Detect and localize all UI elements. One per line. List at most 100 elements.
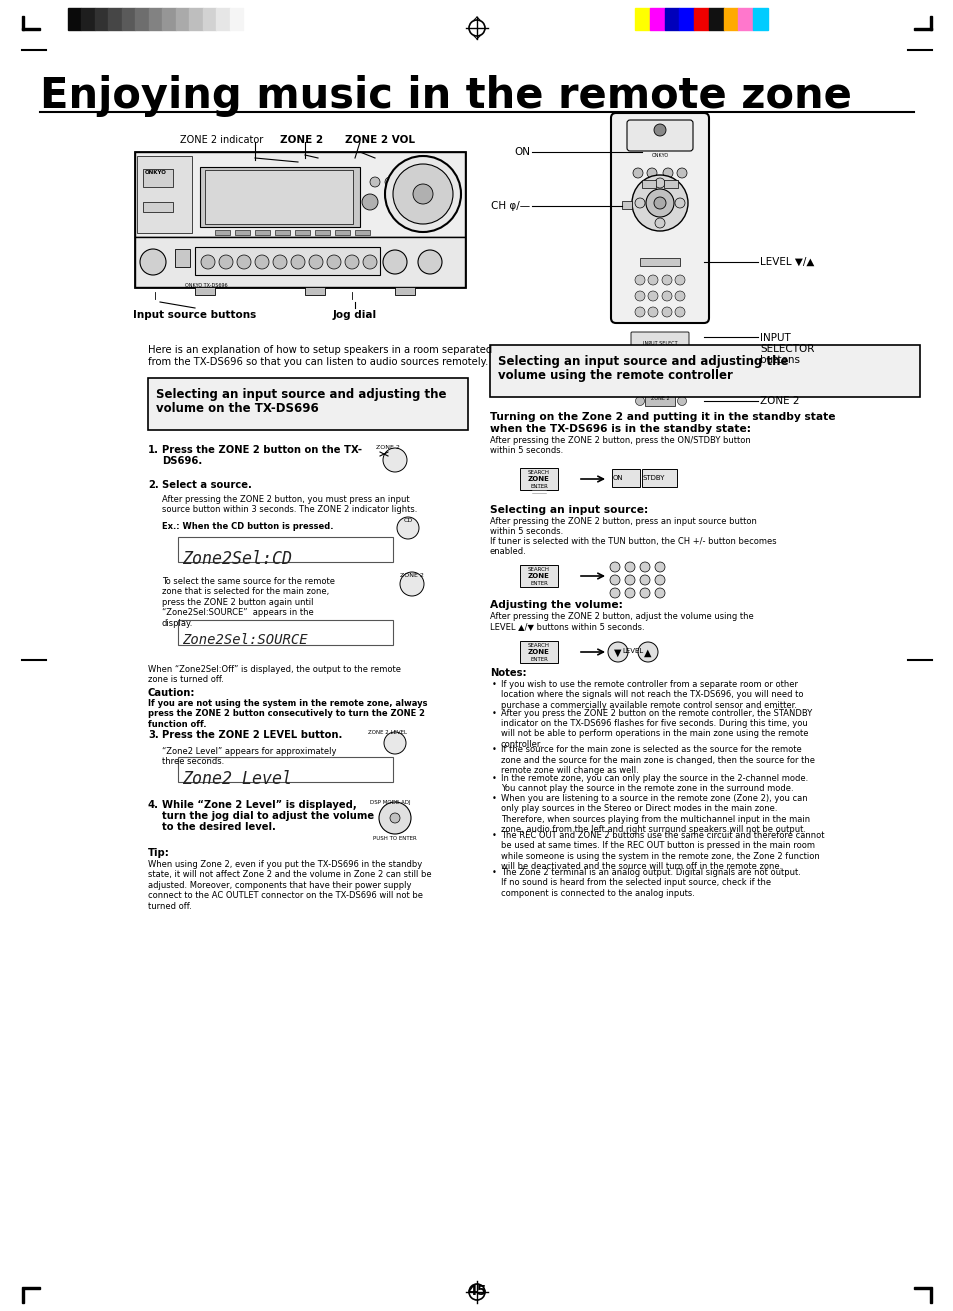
Circle shape xyxy=(609,589,619,598)
Bar xyxy=(202,8,215,30)
Circle shape xyxy=(624,562,635,572)
Text: volume using the remote controller: volume using the remote controller xyxy=(497,368,732,382)
Text: •: • xyxy=(492,708,497,717)
Bar xyxy=(929,16,931,30)
Bar xyxy=(305,287,325,295)
Bar xyxy=(929,1289,931,1303)
Circle shape xyxy=(646,168,657,178)
Circle shape xyxy=(413,184,433,205)
Text: ONKYO: ONKYO xyxy=(651,153,668,159)
Circle shape xyxy=(363,256,376,269)
Bar xyxy=(621,201,631,208)
Circle shape xyxy=(378,802,411,834)
Text: After you press the ZONE 2 button on the remote controller, the STANDBY
indicato: After you press the ZONE 2 button on the… xyxy=(500,708,811,749)
Text: ▼: ▼ xyxy=(614,648,621,658)
Circle shape xyxy=(273,256,287,269)
Text: 45: 45 xyxy=(467,1283,486,1298)
Text: ON: ON xyxy=(514,147,530,157)
Text: buttons: buttons xyxy=(760,355,800,364)
Circle shape xyxy=(393,164,453,224)
Text: Selecting an input source and adjusting the: Selecting an input source and adjusting … xyxy=(497,355,788,368)
Circle shape xyxy=(635,307,644,317)
Text: ZONE 2: ZONE 2 xyxy=(399,573,423,578)
FancyBboxPatch shape xyxy=(610,113,708,323)
Text: Input source buttons: Input source buttons xyxy=(133,309,256,320)
Text: ENTER: ENTER xyxy=(530,484,547,489)
Text: ▲: ▲ xyxy=(643,648,651,658)
Circle shape xyxy=(382,448,407,472)
Text: ZONE 2 VOL: ZONE 2 VOL xyxy=(345,135,415,146)
Bar xyxy=(234,229,250,235)
Bar xyxy=(178,538,393,562)
Bar xyxy=(913,28,931,30)
Circle shape xyxy=(654,125,665,136)
Bar xyxy=(81,8,95,30)
Circle shape xyxy=(382,250,407,274)
FancyBboxPatch shape xyxy=(630,332,688,354)
Text: LEVEL ▼/▲: LEVEL ▼/▲ xyxy=(760,257,814,267)
Circle shape xyxy=(370,177,379,187)
Text: 3.: 3. xyxy=(148,730,158,739)
Bar xyxy=(135,152,464,287)
Circle shape xyxy=(140,249,166,275)
Text: The Zone 2 terminal is an analog output. Digital signals are not output.
If no s: The Zone 2 terminal is an analog output.… xyxy=(500,868,800,898)
Text: 2.: 2. xyxy=(148,480,158,490)
Circle shape xyxy=(639,576,649,585)
Circle shape xyxy=(675,275,684,284)
Text: CD: CD xyxy=(403,518,413,523)
Bar xyxy=(22,1289,24,1303)
Text: When using Zone 2, even if you put the TX-DS696 in the standby
state, it will no: When using Zone 2, even if you put the T… xyxy=(148,860,431,911)
Bar xyxy=(174,249,190,267)
Text: “Zone2 Level” appears for approximately
three seconds.: “Zone2 Level” appears for approximately … xyxy=(162,747,336,767)
Text: If tuner is selected with the TUN button, the CH +/- button becomes
enabled.: If tuner is selected with the TUN button… xyxy=(490,538,776,556)
Circle shape xyxy=(655,589,664,598)
Bar xyxy=(215,8,230,30)
Text: ZONE: ZONE xyxy=(528,476,549,482)
Circle shape xyxy=(677,368,686,378)
Text: Zone2Sel:CD: Zone2Sel:CD xyxy=(182,551,292,568)
Text: DS696.: DS696. xyxy=(162,456,202,465)
Text: ZONE 2: ZONE 2 xyxy=(760,396,799,406)
Bar xyxy=(490,345,919,397)
Bar xyxy=(612,469,639,486)
Circle shape xyxy=(327,256,340,269)
Circle shape xyxy=(662,396,672,405)
Text: Press the ZONE 2 button on the TX-: Press the ZONE 2 button on the TX- xyxy=(162,444,361,455)
Text: Here is an explanation of how to setup speakers in a room separated
from the TX-: Here is an explanation of how to setup s… xyxy=(148,345,492,367)
Circle shape xyxy=(649,383,658,392)
Text: ZONE 2: ZONE 2 xyxy=(650,396,669,401)
Bar xyxy=(200,166,359,227)
Text: PUSH TO ENTER: PUSH TO ENTER xyxy=(373,836,416,840)
Bar xyxy=(22,16,24,30)
Text: Jog dial: Jog dial xyxy=(333,309,376,320)
Text: volume on the TX-DS696: volume on the TX-DS696 xyxy=(156,402,318,416)
Circle shape xyxy=(609,562,619,572)
Text: INPUT: INPUT xyxy=(760,333,790,343)
Circle shape xyxy=(649,396,658,405)
Circle shape xyxy=(655,562,664,572)
Circle shape xyxy=(384,732,406,754)
Bar xyxy=(314,229,330,235)
Bar xyxy=(664,8,679,30)
Bar xyxy=(519,565,558,587)
Bar xyxy=(68,8,81,30)
Bar xyxy=(135,8,149,30)
Circle shape xyxy=(633,168,642,178)
Bar xyxy=(230,8,243,30)
Circle shape xyxy=(417,250,441,274)
Bar xyxy=(205,170,353,224)
Bar xyxy=(148,378,468,430)
Text: •: • xyxy=(492,680,497,690)
Text: If you wish to use the remote controller from a separate room or other
location : If you wish to use the remote controller… xyxy=(500,680,802,709)
Circle shape xyxy=(662,383,672,392)
Circle shape xyxy=(661,307,671,317)
Text: ZONE: ZONE xyxy=(528,573,549,579)
Text: CH φ/—: CH φ/— xyxy=(491,201,530,211)
FancyBboxPatch shape xyxy=(626,121,692,151)
Text: Select a source.: Select a source. xyxy=(162,480,252,490)
Bar xyxy=(663,180,678,187)
Circle shape xyxy=(385,156,460,232)
Circle shape xyxy=(639,589,649,598)
Text: When “Zone2Sel:Off” is displayed, the output to the remote
zone is turned off.: When “Zone2Sel:Off” is displayed, the ou… xyxy=(148,665,400,684)
Bar xyxy=(162,8,175,30)
